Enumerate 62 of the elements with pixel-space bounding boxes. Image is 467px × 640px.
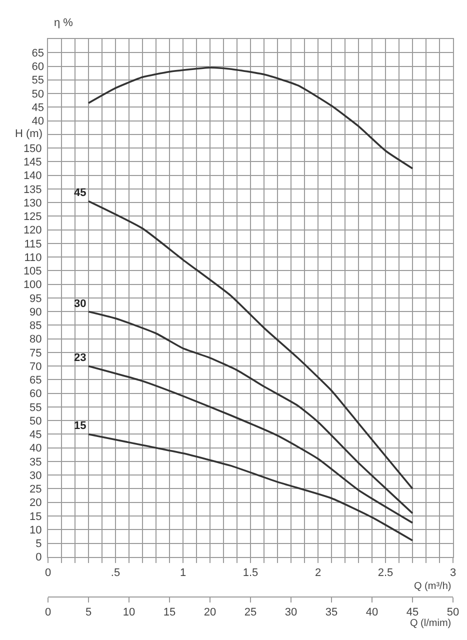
y-tick-label: 20 — [30, 497, 42, 510]
y-tick-label: 80 — [30, 334, 42, 346]
y-tick-label: 40 — [30, 442, 42, 455]
y-tick-label: 100 — [23, 279, 42, 292]
y-tick-label: 35 — [30, 456, 42, 468]
y-tick-label: 60 — [30, 388, 42, 400]
y-tick-label: 135 — [23, 184, 42, 196]
x-tick-label: 1.5 — [242, 567, 258, 580]
y-tick-label: 45 — [30, 429, 42, 442]
x2-tick-label: 50 — [446, 606, 460, 619]
x2-tick-label: 10 — [122, 606, 136, 619]
x2-tick-label: 15 — [163, 606, 176, 619]
y-tick-label: 120 — [23, 224, 42, 237]
series-label: 45 — [74, 187, 86, 199]
x-tick-label: 1 — [180, 567, 186, 580]
y-tick-label: 105 — [23, 266, 42, 278]
x2-tick-label: 0 — [44, 606, 52, 619]
y-tick-label: 145 — [23, 156, 42, 168]
y-tick-label: 75 — [30, 347, 42, 360]
y-tick-label: 25 — [30, 484, 42, 496]
y-tick-label: 90 — [30, 306, 42, 318]
y-tick-label: 130 — [23, 197, 42, 210]
x2-axis-title: Q (l/mim) — [410, 618, 452, 629]
y-tick-label: 115 — [24, 238, 42, 250]
line-series — [88, 66, 414, 170]
x2-tick-label: 5 — [85, 606, 92, 619]
line-series — [88, 365, 414, 524]
line-series — [88, 310, 414, 514]
y-tick-label: 30 — [30, 470, 42, 482]
x-tick-label: .5 — [110, 567, 120, 580]
line-series — [88, 433, 414, 542]
x-tick-label: 2.5 — [378, 567, 394, 580]
x-axis-title: Q (m³/h) — [414, 581, 452, 592]
y-tick-label: 0 — [36, 552, 42, 564]
x2-tick-label: 20 — [204, 606, 216, 619]
x2-tick-label: 35 — [325, 606, 338, 619]
y-tick-label: 50 — [30, 415, 42, 428]
x2-tick-label: 45 — [406, 606, 419, 619]
y-tick-label: 5 — [36, 538, 42, 550]
y2-axis-title: η % — [54, 17, 74, 29]
y-tick-label: 85 — [30, 320, 42, 332]
y-tick-label: 95 — [30, 292, 42, 305]
y-axis-title: H (m) — [15, 128, 42, 140]
y-tick-label: 125 — [23, 211, 42, 224]
y-tick-label: 15 — [30, 510, 42, 523]
x2-tick-label: 40 — [366, 606, 378, 619]
y-tick-label: 10 — [30, 524, 42, 536]
x2-tick-label: 25 — [244, 606, 257, 619]
x2-tick-label: 30 — [284, 606, 298, 619]
y-tick-label: 110 — [24, 252, 42, 264]
series-label: 30 — [74, 298, 86, 310]
y-tick-label: 150 — [23, 142, 42, 155]
y-tick-label: 65 — [30, 374, 42, 387]
y-tick-label: 70 — [30, 360, 42, 373]
y-tick-label: 140 — [23, 170, 42, 182]
series-label: 23 — [74, 352, 86, 364]
series-label: 15 — [74, 420, 86, 432]
line-series — [88, 200, 414, 490]
x-tick-label: 0 — [44, 567, 52, 580]
x-tick-label: 3 — [450, 567, 456, 580]
y-tick-label: 55 — [30, 402, 42, 414]
x-tick-label: 2 — [314, 567, 322, 580]
